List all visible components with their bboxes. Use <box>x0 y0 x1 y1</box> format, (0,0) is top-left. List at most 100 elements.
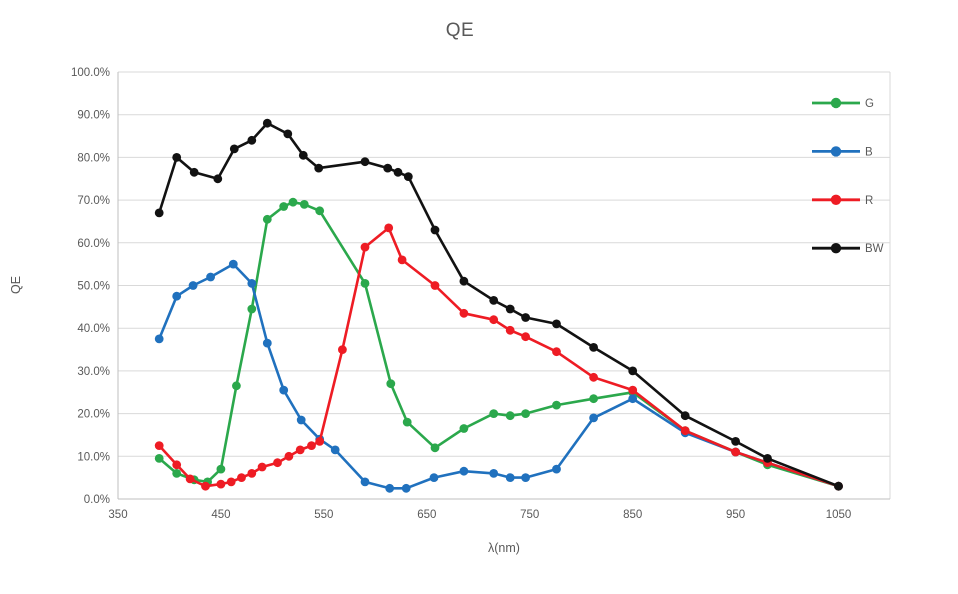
y-tick-label: 50.0% <box>77 281 110 293</box>
series-R-marker <box>338 345 347 354</box>
series-B-marker <box>330 445 340 455</box>
series-R-marker <box>315 437 325 446</box>
legend-label-G: G <box>865 98 874 110</box>
series-B-marker <box>401 483 411 493</box>
series-BW-marker <box>552 319 561 329</box>
series-BW-marker <box>459 276 469 286</box>
series-BW-marker <box>314 163 324 173</box>
series-R-marker <box>201 481 210 491</box>
series-BW-marker <box>262 118 272 128</box>
y-tick-label: 20.0% <box>77 409 110 421</box>
series-R-marker <box>680 426 690 436</box>
legend-item-G[interactable]: G <box>812 97 874 110</box>
series-B-line <box>157 262 840 490</box>
series-BW-marker <box>589 343 598 352</box>
y-tick-label: 30.0% <box>77 366 110 378</box>
legend-item-B[interactable]: B <box>812 146 873 158</box>
y-tick-label: 40.0% <box>77 323 110 335</box>
y-tick-label: 10.0% <box>77 451 110 463</box>
series-BW-marker <box>172 153 182 162</box>
series-B-marker <box>505 473 515 482</box>
series-BW-marker <box>521 313 530 322</box>
series-R-marker <box>226 477 236 487</box>
gridlines <box>118 71 891 499</box>
y-tick-label: 90.0% <box>77 110 110 122</box>
series-B-marker <box>429 473 439 482</box>
legend-marker-B <box>830 146 842 157</box>
series-R-marker <box>459 308 469 318</box>
series-BW-marker <box>763 454 772 463</box>
x-tick-labels: 350 450 550 650 750 850 950 1050 <box>108 509 851 521</box>
x-axis-title: λ(nm) <box>488 541 520 555</box>
series-BW-marker <box>628 366 638 376</box>
y-tick-labels: 0.0% 10.0% 20.0% 30.0% 40.0% 50.0% 60.0% 70.0% 8… <box>71 67 110 506</box>
series-R-marker <box>628 385 638 395</box>
series-R <box>154 223 843 491</box>
series-G-marker <box>172 469 182 478</box>
series-B-marker <box>188 281 198 290</box>
series-G-marker <box>154 454 164 463</box>
series-B-marker <box>489 469 499 478</box>
series-R-marker <box>360 242 370 252</box>
legend-marker-BW <box>830 243 842 254</box>
series-BW-marker <box>403 172 413 182</box>
series-BW-marker <box>680 411 690 421</box>
series-BW-marker <box>247 135 257 145</box>
series-R-marker <box>397 255 407 265</box>
series-R-marker <box>257 462 267 472</box>
series-BW-marker <box>360 157 370 167</box>
series-G-marker <box>299 200 309 209</box>
y-tick-label: 100.0% <box>71 67 110 79</box>
series-B-marker <box>459 466 469 476</box>
series-BW-marker <box>189 167 199 177</box>
y-tick-label: 80.0% <box>77 152 110 164</box>
series-R-marker <box>589 372 598 382</box>
series-R-marker <box>273 458 282 468</box>
series-R-marker <box>430 281 440 290</box>
series-R-marker <box>384 223 394 233</box>
series-BW-marker <box>430 225 440 235</box>
x-tick-label: 650 <box>417 509 436 521</box>
series-R-line <box>157 226 840 488</box>
series-BW-marker <box>283 129 293 139</box>
legend-label-R: R <box>865 195 873 207</box>
series-G-marker <box>279 202 289 211</box>
series-BW-marker <box>505 304 515 314</box>
series-B-marker <box>206 272 216 282</box>
series-B-marker <box>385 483 395 493</box>
series-BW-marker <box>298 150 308 160</box>
chart-title: QE <box>445 20 475 41</box>
series-G-marker <box>505 411 515 421</box>
series-R-marker <box>731 447 740 457</box>
series-R-marker <box>505 325 515 335</box>
series-B-marker <box>521 473 530 482</box>
series-BW-marker <box>229 144 239 154</box>
series-B-marker <box>262 338 272 348</box>
series-R-marker <box>552 347 561 357</box>
legend-item-BW[interactable]: BW <box>812 243 884 255</box>
series-G-marker <box>315 206 325 216</box>
x-tick-label: 350 <box>108 509 127 521</box>
x-tick-label: 950 <box>726 509 745 521</box>
series-BW-marker <box>731 437 740 446</box>
series-G-marker <box>589 394 598 404</box>
y-axis-title: QE <box>9 275 23 295</box>
series-G-marker <box>552 400 561 410</box>
y-tick-label: 70.0% <box>77 195 110 207</box>
series-G-marker <box>489 409 499 418</box>
x-tick-label: 550 <box>314 509 333 521</box>
series-G-marker <box>247 304 257 314</box>
series-G-marker <box>232 381 241 391</box>
series-BW-marker <box>383 163 393 173</box>
legend-label-B: B <box>865 146 873 158</box>
x-tick-label: 750 <box>520 509 539 521</box>
series-BW-marker <box>213 174 223 184</box>
series-R-marker <box>154 441 164 450</box>
series-B-marker <box>360 477 370 487</box>
series-G-marker <box>262 214 272 224</box>
legend-item-R[interactable]: R <box>812 194 873 207</box>
series-B-marker <box>552 464 561 474</box>
series-G-marker <box>288 197 298 207</box>
series-G <box>154 197 843 491</box>
